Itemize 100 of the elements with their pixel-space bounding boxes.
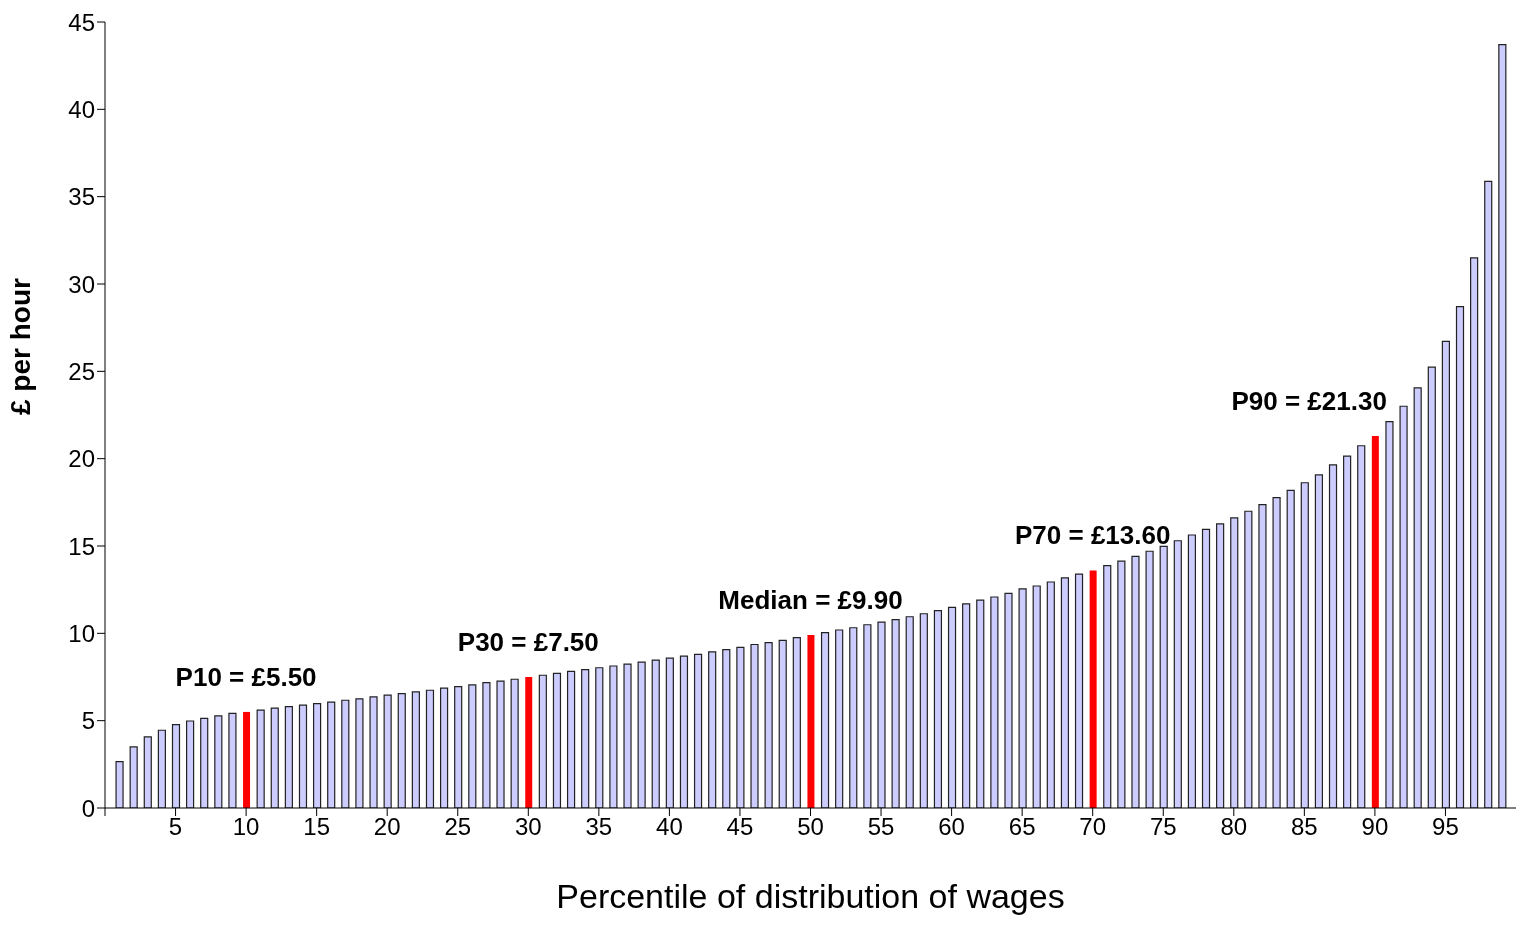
y-tick-label: 20 (68, 445, 95, 473)
x-tick-label: 35 (585, 813, 613, 841)
bar (835, 629, 844, 808)
annotation: P90 = £21.30 (1231, 385, 1387, 416)
bar (525, 677, 533, 808)
bar (1258, 504, 1267, 808)
bar (552, 672, 562, 808)
x-tick-label: 75 (1149, 813, 1177, 841)
bar (750, 643, 759, 808)
x-axis-title: Percentile of distribution of wages (556, 877, 1065, 915)
bar (637, 661, 646, 808)
x-tick-label: 70 (1079, 813, 1107, 841)
y-axis-title: £ per hour (4, 277, 36, 415)
x-tick-label: 10 (232, 813, 260, 841)
bar (1046, 581, 1055, 808)
bar (284, 706, 293, 808)
bar (143, 736, 152, 808)
bar (778, 639, 787, 808)
bar (595, 667, 604, 808)
bar (496, 680, 505, 808)
bar (566, 670, 576, 808)
bar (1131, 555, 1140, 808)
bar (820, 632, 830, 808)
bar (976, 599, 985, 808)
bar (1004, 592, 1013, 808)
annotation: P30 = £7.50 (457, 627, 599, 657)
bar (1244, 510, 1253, 808)
bar (1230, 517, 1239, 808)
bar (1314, 474, 1324, 808)
bar (1427, 366, 1436, 808)
bar (510, 678, 519, 808)
bar (1413, 387, 1422, 808)
bar (1173, 540, 1182, 808)
x-tick-label: 55 (867, 813, 895, 841)
bar (623, 663, 632, 808)
bar (1272, 497, 1281, 808)
bar (1060, 577, 1070, 808)
bar (1159, 545, 1168, 808)
x-tick-label: 30 (514, 813, 542, 841)
bar (1300, 482, 1309, 808)
bar (933, 610, 943, 808)
bar (1357, 445, 1366, 808)
bar (581, 669, 590, 808)
bar (270, 707, 279, 808)
bar (1103, 564, 1112, 808)
bar (200, 717, 209, 808)
bar (1089, 570, 1097, 808)
bar (411, 691, 420, 808)
bar (115, 761, 124, 808)
bar (764, 641, 773, 808)
bar (1201, 528, 1211, 808)
bar (1343, 455, 1352, 808)
bar (962, 603, 971, 808)
bar (425, 689, 435, 808)
bar (256, 709, 265, 808)
annotation: P10 = £5.50 (175, 661, 317, 692)
y-tick-label: 15 (68, 532, 95, 560)
y-tick-label: 5 (81, 707, 95, 735)
annotation: Median = £9.90 (718, 585, 903, 616)
bar (708, 651, 717, 808)
bar (947, 606, 957, 808)
bar (1145, 550, 1154, 808)
bar (891, 619, 900, 808)
bar (214, 715, 223, 808)
bar (129, 746, 138, 808)
bar (736, 646, 745, 808)
bar (482, 681, 491, 808)
bar (722, 648, 731, 808)
bar (1018, 588, 1027, 808)
bar (1187, 534, 1197, 808)
y-tick-label: 35 (68, 183, 95, 211)
bar (439, 687, 449, 808)
bar (807, 635, 815, 808)
x-tick-label: 15 (303, 813, 330, 841)
bar (1117, 560, 1126, 808)
bar (397, 692, 406, 808)
bar (171, 724, 181, 808)
bar (1032, 585, 1041, 808)
bar (1286, 489, 1295, 808)
bar (849, 627, 858, 808)
x-tick-label: 20 (373, 813, 401, 841)
x-tick-label: 65 (1008, 813, 1036, 841)
bar (1441, 340, 1450, 808)
bar (313, 702, 322, 808)
x-tick-label: 60 (938, 813, 965, 841)
y-tick-label: 25 (68, 357, 95, 385)
bar (609, 665, 618, 808)
x-tick-label: 25 (444, 813, 472, 841)
bar (792, 636, 801, 808)
bar (298, 704, 308, 808)
x-tick-label: 45 (726, 813, 754, 841)
bar (863, 624, 872, 808)
bar (877, 621, 886, 808)
bar (355, 698, 364, 808)
y-tick-label: 40 (68, 95, 95, 123)
bar (1074, 573, 1084, 808)
bar (327, 701, 336, 808)
bar (1455, 306, 1465, 808)
y-tick-label: 30 (68, 270, 95, 298)
bar (538, 674, 547, 808)
